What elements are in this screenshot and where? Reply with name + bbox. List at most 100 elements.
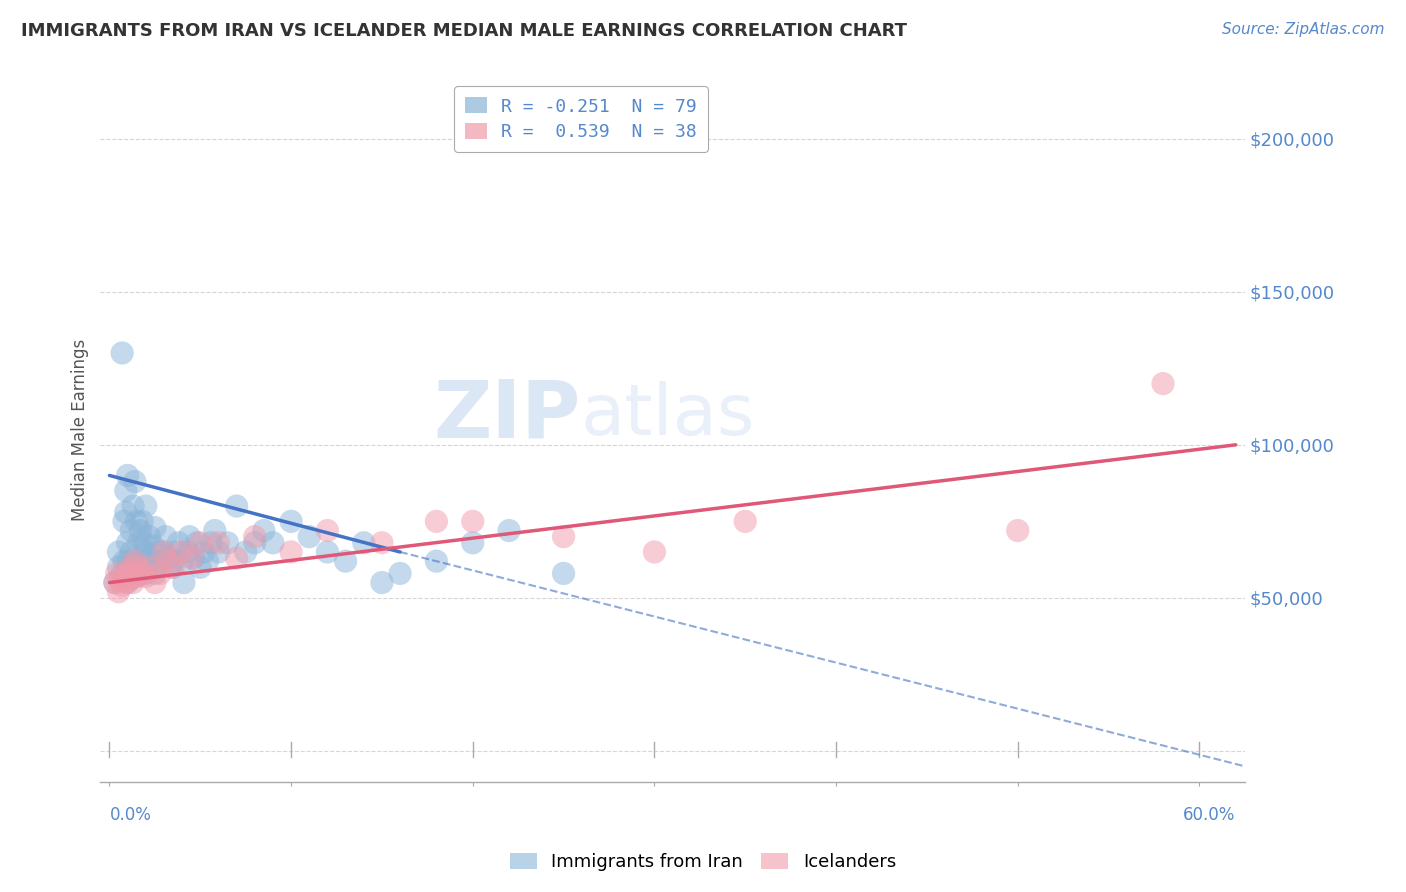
Point <box>643 545 665 559</box>
Point <box>112 554 135 568</box>
Point <box>217 536 239 550</box>
Point <box>156 554 179 568</box>
Point <box>207 536 229 550</box>
Point <box>118 573 141 587</box>
Point <box>262 536 284 550</box>
Point <box>176 545 198 559</box>
Point <box>153 545 176 559</box>
Point <box>129 524 152 538</box>
Point <box>131 560 153 574</box>
Point <box>371 536 394 550</box>
Point <box>1152 376 1174 391</box>
Point <box>461 514 484 528</box>
Point <box>128 560 150 574</box>
Point <box>142 539 165 553</box>
Point <box>172 545 194 559</box>
Point <box>104 575 127 590</box>
Point <box>129 566 152 581</box>
Point <box>186 536 208 550</box>
Point <box>172 554 194 568</box>
Point <box>553 566 575 581</box>
Point <box>167 536 190 550</box>
Point <box>143 520 166 534</box>
Point <box>1007 524 1029 538</box>
Point <box>125 569 148 583</box>
Text: atlas: atlas <box>581 381 755 450</box>
Point <box>138 560 160 574</box>
Point <box>461 536 484 550</box>
Point <box>124 554 146 568</box>
Point <box>132 554 155 568</box>
Text: ZIP: ZIP <box>434 376 581 454</box>
Text: Source: ZipAtlas.com: Source: ZipAtlas.com <box>1222 22 1385 37</box>
Point <box>122 499 145 513</box>
Point <box>163 545 186 559</box>
Point <box>149 554 172 568</box>
Point <box>110 573 132 587</box>
Point <box>125 569 148 583</box>
Point <box>117 566 139 581</box>
Point <box>553 530 575 544</box>
Point <box>145 560 167 574</box>
Point <box>138 530 160 544</box>
Point <box>128 536 150 550</box>
Point <box>124 475 146 489</box>
Point <box>117 468 139 483</box>
Point <box>280 545 302 559</box>
Point <box>734 514 756 528</box>
Point <box>225 499 247 513</box>
Point <box>111 579 134 593</box>
Point <box>371 575 394 590</box>
Point <box>425 514 447 528</box>
Point <box>335 554 357 568</box>
Point <box>128 560 150 574</box>
Point <box>225 551 247 566</box>
Point <box>162 560 184 574</box>
Point <box>135 499 157 513</box>
Point <box>235 545 257 559</box>
Point <box>104 575 127 590</box>
Point <box>180 551 202 566</box>
Point <box>112 569 135 583</box>
Y-axis label: Median Male Earnings: Median Male Earnings <box>72 338 89 521</box>
Point <box>122 566 145 581</box>
Point <box>316 545 339 559</box>
Point <box>112 514 135 528</box>
Point <box>253 524 276 538</box>
Point <box>197 554 219 568</box>
Point <box>114 483 136 498</box>
Point <box>120 545 142 559</box>
Point <box>200 536 222 550</box>
Point <box>117 575 139 590</box>
Point <box>114 505 136 519</box>
Text: IMMIGRANTS FROM IRAN VS ICELANDER MEDIAN MALE EARNINGS CORRELATION CHART: IMMIGRANTS FROM IRAN VS ICELANDER MEDIAN… <box>21 22 907 40</box>
Point <box>120 560 142 574</box>
Point <box>107 584 129 599</box>
Point <box>162 554 184 568</box>
Point <box>193 545 215 559</box>
Point <box>138 554 160 568</box>
Point <box>120 524 142 538</box>
Point <box>125 514 148 528</box>
Point <box>143 575 166 590</box>
Point <box>149 566 172 581</box>
Point <box>207 545 229 559</box>
Point <box>243 530 266 544</box>
Text: 60.0%: 60.0% <box>1184 806 1236 824</box>
Point <box>143 566 166 581</box>
Point <box>135 569 157 583</box>
Point <box>136 560 159 574</box>
Point <box>107 560 129 574</box>
Point <box>353 536 375 550</box>
Point <box>148 545 170 559</box>
Point <box>132 536 155 550</box>
Point <box>131 514 153 528</box>
Legend: Immigrants from Iran, Icelanders: Immigrants from Iran, Icelanders <box>503 846 903 879</box>
Point <box>135 545 157 559</box>
Legend: R = -0.251  N = 79, R =  0.539  N = 38: R = -0.251 N = 79, R = 0.539 N = 38 <box>454 87 707 152</box>
Point <box>131 566 153 581</box>
Point <box>204 524 226 538</box>
Point <box>181 551 204 566</box>
Point <box>117 536 139 550</box>
Point <box>498 524 520 538</box>
